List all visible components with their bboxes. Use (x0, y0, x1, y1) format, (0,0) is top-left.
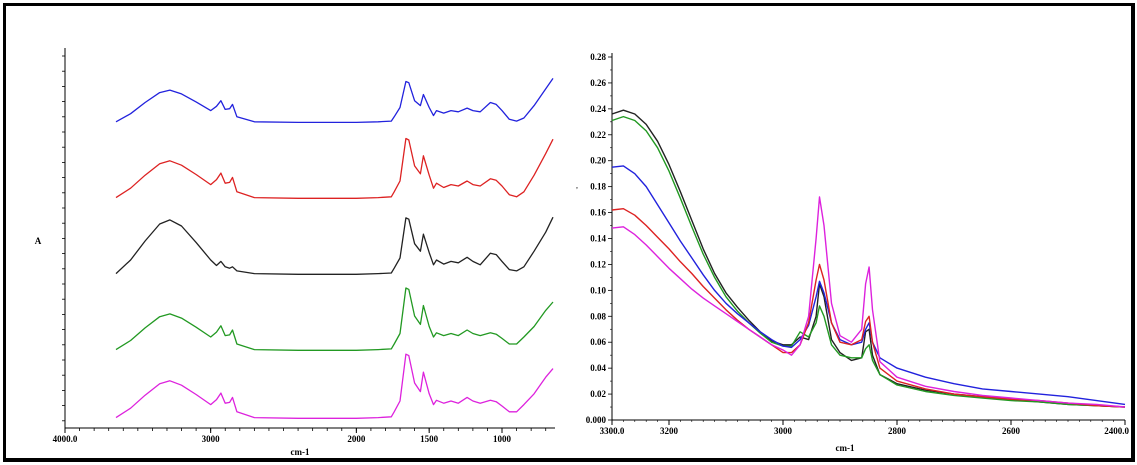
left-chart-series-1-line (115, 78, 554, 124)
left-chart-series-3-line (115, 216, 554, 275)
right-chart-y-tick-label: 0.16 (590, 208, 606, 218)
left-chart-series-4-line (115, 287, 554, 351)
right-chart-series-5-line (611, 196, 1126, 408)
left-chart-x-tick-label: 4000.0 (53, 434, 78, 444)
right-chart-series-4-line (611, 208, 1126, 408)
left-chart-ylabel: A (35, 236, 42, 246)
right-chart-y-tick-label: 0.18 (590, 182, 606, 192)
right-chart-series-1-line (611, 109, 1126, 408)
left-chart-xlabel: cm-1 (291, 447, 310, 457)
right-chart-y-tick-label: 0.08 (590, 311, 606, 321)
left-chart-x-tick-label: 3000 (202, 434, 221, 444)
left-chart-x-tick-label: 2000 (347, 434, 366, 444)
right-chart-y-tick-label: 0.12 (590, 259, 606, 269)
right-chart-y-tick-label: 0.28 (590, 52, 606, 62)
left-chart-stacked-spectra: A cm-1 4000.0 3000 2000 1500 1000 (35, 48, 555, 457)
right-chart-series-3-line (611, 165, 1126, 406)
right-chart-y-tick-label: 0.000 (586, 415, 607, 425)
right-chart-y-tick-label: 0.02 (590, 389, 606, 399)
right-chart-y-tick-label: 0.14 (590, 234, 606, 244)
right-chart-x-tick-label: 2400.0 (1104, 426, 1129, 436)
left-chart-x-tick-label: 1500 (420, 434, 439, 444)
right-chart-x-tick-label: 2600 (1002, 426, 1021, 436)
right-chart-y-tick-label: 0.22 (590, 130, 606, 140)
right-chart-y-tick-label: 0.06 (590, 337, 606, 347)
figure-frame (3, 3, 1135, 462)
right-chart-y-tick-label: 0.04 (590, 363, 606, 373)
right-chart-y-tick-label: 0.24 (590, 104, 606, 114)
left-chart-x-tick-label: 1000 (493, 434, 512, 444)
right-chart-ylabel-marker: , (576, 181, 578, 190)
right-chart-x-tick-label: 3200 (660, 426, 679, 436)
right-chart-zoomed-spectra: , cm-1 0.000 0.02 0.04 0.06 0.08 0.10 0.12 0.14… (576, 52, 1130, 453)
left-chart-series-2-line (115, 137, 554, 199)
right-chart-x-tick-label: 3300.0 (600, 426, 625, 436)
right-chart-y-tick-label: 0.26 (590, 78, 606, 88)
right-chart-x-tick-label: 3000 (774, 426, 793, 436)
right-chart-x-tick-label: 2800 (888, 426, 907, 436)
right-chart-series-2-line (611, 115, 1126, 408)
left-chart-series-5-line (115, 353, 554, 419)
right-chart-y-tick-label: 0.10 (590, 285, 606, 295)
right-chart-y-tick-label: 0.20 (590, 156, 606, 166)
right-chart-xlabel: cm-1 (836, 443, 855, 453)
